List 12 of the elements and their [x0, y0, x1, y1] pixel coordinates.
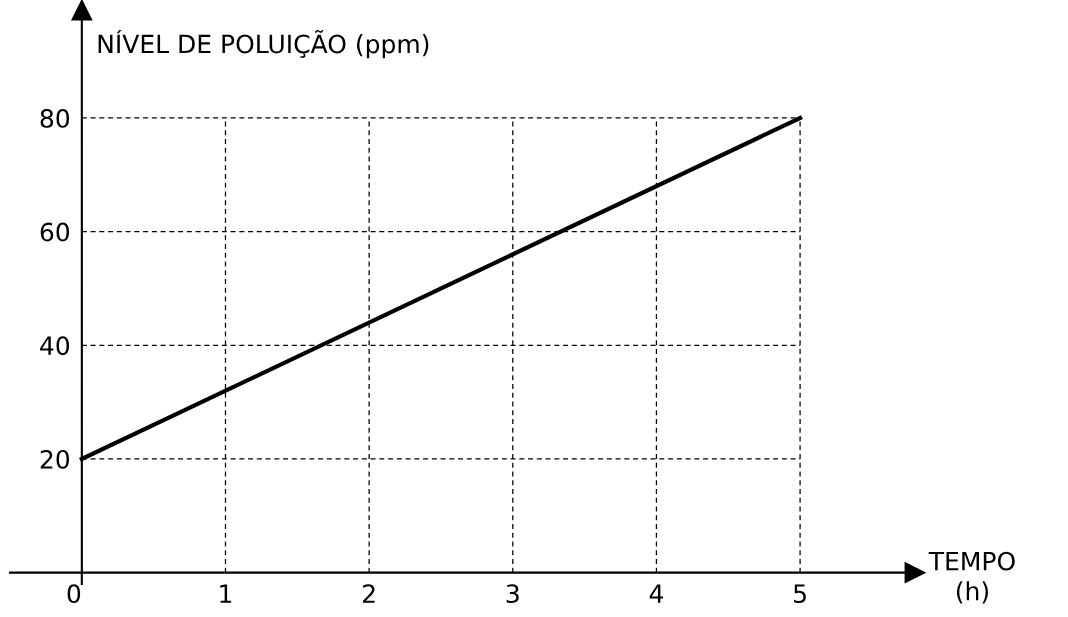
x-tick-label: 2	[363, 584, 375, 603]
y-tick-label: 60	[40, 222, 70, 242]
x-tick-label: 3	[506, 584, 519, 604]
x-tick-label: 1	[220, 584, 232, 603]
y-tick-label: 80	[40, 108, 70, 128]
x-tick-label: 0	[67, 584, 81, 604]
x-axis-title: TEMPO (h)	[928, 551, 1015, 604]
y-tick-label: 40	[40, 336, 70, 356]
y-axis-title: NÍVEL DE POLUIÇÃO (ppm)	[98, 29, 429, 59]
x-tick-label: 4	[649, 584, 663, 603]
y-tick-label: 20	[40, 449, 70, 469]
x-tick-label: 5	[794, 584, 806, 604]
